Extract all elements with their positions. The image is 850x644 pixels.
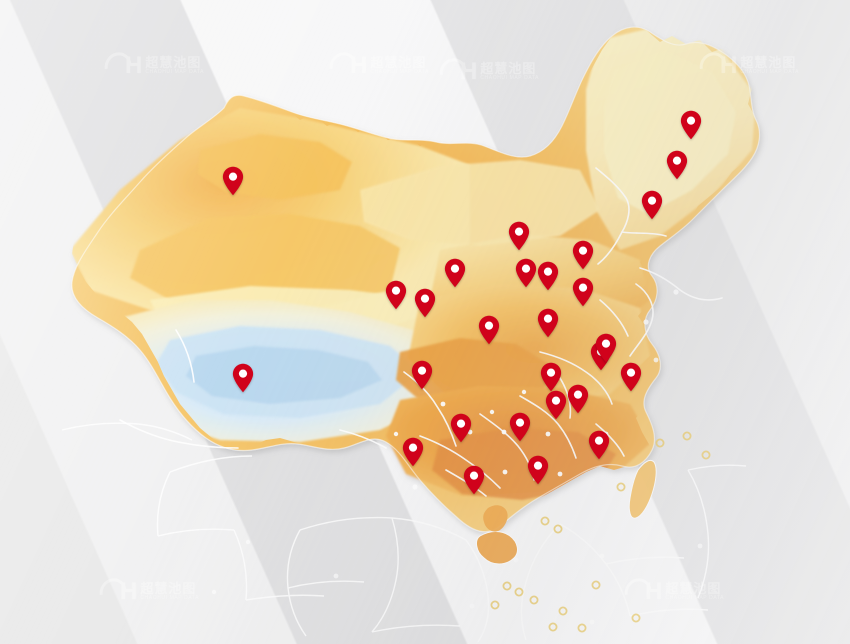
map-pin-icon[interactable] [540, 362, 562, 392]
sea-island-marker [616, 482, 626, 492]
sea-island-marker [558, 606, 568, 616]
region-tarim [130, 214, 400, 314]
boundary-e2 [539, 351, 613, 405]
sea-island-marker [655, 438, 665, 448]
map-pin-icon[interactable] [572, 277, 594, 307]
taiwan-island [628, 459, 657, 519]
map-pin-icon[interactable] [515, 258, 537, 288]
map-pin-icon[interactable] [385, 280, 407, 310]
map-pin-icon[interactable] [641, 190, 663, 220]
boundary-e4 [519, 395, 577, 459]
leizhou-peninsula [483, 505, 508, 532]
sea-island-marker [577, 623, 587, 633]
boundary-s1 [419, 435, 501, 489]
region-tibet-coldest [186, 346, 382, 404]
boundary-ne2 [621, 231, 667, 237]
map-pin-icon[interactable] [680, 110, 702, 140]
map-pin-icon[interactable] [463, 465, 485, 495]
boundary-sc [403, 371, 457, 447]
sea-island-marker [502, 581, 512, 591]
boundary-ne [595, 167, 630, 265]
map-pin-icon[interactable] [537, 308, 559, 338]
sea-island-marker [514, 587, 524, 597]
map-pin-icon[interactable] [527, 455, 549, 485]
region-northeast-core [604, 50, 736, 214]
hainan-island [476, 531, 518, 565]
map-pin-icon[interactable] [232, 363, 254, 393]
national-border [71, 26, 761, 533]
map-pin-icon[interactable] [588, 430, 610, 460]
sea-island-marker [591, 580, 601, 590]
sea-island-marker [540, 516, 550, 526]
region-inner-mongolia [360, 160, 600, 246]
map-pin-icon[interactable] [666, 150, 688, 180]
china-landmass [71, 26, 761, 533]
map-pin-icon[interactable] [402, 437, 424, 467]
sea-island-marker [701, 450, 711, 460]
map-pin-icon[interactable] [567, 384, 589, 414]
map-pin-icon[interactable] [411, 360, 433, 390]
map-pin-icon[interactable] [545, 390, 567, 420]
map-pin-icon[interactable] [509, 412, 531, 442]
map-pin-icon[interactable] [414, 288, 436, 318]
map-pin-icon[interactable] [537, 261, 559, 291]
sea-island-marker [548, 622, 558, 632]
boundary-tibet-s [119, 419, 239, 449]
province-boundaries [119, 167, 723, 497]
boundary-se2 [595, 423, 625, 457]
sea-island-marker [682, 431, 692, 441]
sea-island-rings [490, 431, 711, 633]
south-sea-boundaries [61, 422, 747, 643]
boundary-w [175, 329, 195, 383]
map-pin-icon[interactable] [595, 333, 617, 363]
map-pin-icon[interactable] [478, 315, 500, 345]
boundary-north [639, 267, 723, 301]
map-pin-icon[interactable] [444, 258, 466, 288]
sea-island-marker [553, 524, 563, 534]
boundary-sw [339, 429, 387, 449]
map-pin-icon[interactable] [620, 362, 642, 392]
map-pin-icon[interactable] [508, 221, 530, 251]
sea-island-marker [529, 595, 539, 605]
map-pin-icon[interactable] [222, 166, 244, 196]
boundary-e1 [599, 299, 629, 337]
sea-island-marker [631, 613, 641, 623]
map-pin-icon[interactable] [450, 413, 472, 443]
sea-island-marker [490, 600, 500, 610]
boundary-bohai [629, 283, 654, 357]
map-pin-icon[interactable] [572, 240, 594, 270]
